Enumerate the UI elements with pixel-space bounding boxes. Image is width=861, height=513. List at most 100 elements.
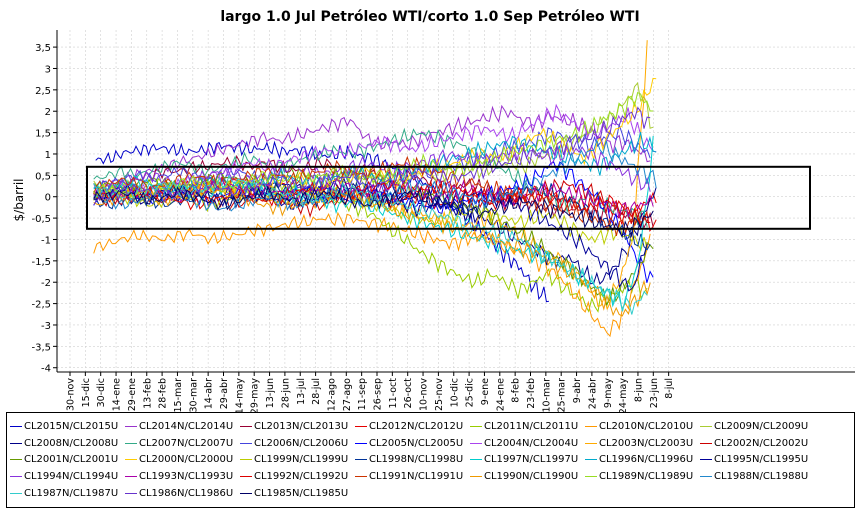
legend-item: CL1995N/CL1995U (700, 452, 815, 469)
legend-swatch (10, 459, 22, 461)
x-tick-label: 12-ago (326, 378, 337, 411)
x-axis-ticks: 30-nov 15-dic 30-dic 14-ene 29-ene 13-feb 28-f… (66, 372, 675, 415)
legend-label: CL2003N/CL2003U (599, 437, 694, 449)
legend-item: CL2009N/CL2009U (700, 418, 815, 435)
legend-item: CL2008N/CL2008U (10, 435, 125, 452)
legend-swatch (125, 493, 137, 495)
x-tick-label: 28-jun (280, 378, 291, 408)
legend-swatch (470, 425, 482, 427)
series-line-CL1991N/CL1991U (93, 155, 648, 237)
legend-swatch (585, 442, 597, 444)
legend-item: CL2005N/CL2005U (355, 435, 470, 452)
series-line-CL1985N/CL1985U (93, 185, 654, 239)
legend-label: CL1989N/CL1989U (599, 471, 694, 483)
legend-label: CL2004N/CL2004U (484, 437, 579, 449)
series-lines (93, 40, 657, 338)
legend-label: CL1990N/CL1990U (484, 471, 579, 483)
legend-label: CL2013N/CL2013U (254, 420, 349, 432)
legend-swatch (125, 442, 137, 444)
chart-title: largo 1.0 Jul Petróleo WTI/corto 1.0 Sep… (220, 9, 639, 25)
legend-label: CL2010N/CL2010U (599, 420, 694, 432)
x-tick-label: 29-may (250, 378, 261, 415)
x-tick-label: 15-dic (81, 378, 92, 407)
legend-label: CL2005N/CL2005U (369, 437, 464, 449)
x-tick-label: 9-ene (480, 378, 491, 405)
x-tick-label: 24-may (618, 378, 629, 415)
legend-swatch (700, 459, 712, 461)
x-tick-label: 8-jun (633, 378, 644, 402)
y-tick-label: 1 (45, 150, 51, 161)
legend-label: CL1993N/CL1993U (139, 471, 234, 483)
y-tick-label: -1 (41, 235, 51, 246)
x-tick-label: 28-feb (158, 378, 169, 409)
legend-label: CL2001N/CL2001U (24, 454, 119, 466)
legend-swatch (125, 476, 137, 478)
legend-label: CL2008N/CL2008U (24, 437, 119, 449)
x-tick-label: 24-abr (587, 378, 598, 409)
x-tick-label: 29-abr (219, 378, 230, 409)
legend-item: CL2015N/CL2015U (10, 418, 125, 435)
y-tick-label: -0,5 (31, 214, 51, 225)
x-tick-label: 8-jul (664, 378, 675, 399)
x-tick-label: 25-dic (465, 378, 476, 407)
x-tick-label: 27-ago (342, 378, 353, 411)
legend-item: CL1985N/CL1985U (240, 485, 355, 502)
legend-label: CL2012N/CL2012U (369, 420, 464, 432)
chart-legend: CL2015N/CL2015U CL2014N/CL2014U CL2013N/CL… (6, 412, 855, 508)
x-tick-label: 30-dic (96, 378, 107, 407)
legend-item: CL1991N/CL1991U (355, 468, 470, 485)
legend-item: CL2004N/CL2004U (470, 435, 585, 452)
legend-label: CL2015N/CL2015U (24, 420, 119, 432)
legend-label: CL1988N/CL1988U (714, 471, 809, 483)
x-tick-label: 28-jul (311, 378, 322, 405)
legend-item: CL2003N/CL2003U (585, 435, 700, 452)
x-tick-label: 10-mar (541, 378, 552, 413)
legend-label: CL2007N/CL2007U (139, 437, 234, 449)
legend-label: CL1995N/CL1995U (714, 454, 809, 466)
y-tick-label: -1,5 (31, 257, 51, 268)
x-tick-label: 9-may (603, 378, 614, 409)
legend-swatch (355, 425, 367, 427)
x-tick-label: 15-mar (173, 378, 184, 413)
legend-swatch (240, 493, 252, 495)
y-tick-label: 2,5 (35, 86, 51, 97)
legend-swatch (585, 459, 597, 461)
legend-item: CL1992N/CL1992U (240, 468, 355, 485)
legend-item: CL1998N/CL1998U (355, 452, 470, 469)
legend-item: CL2001N/CL2001U (10, 452, 125, 469)
y-tick-label: -2 (41, 278, 51, 289)
legend-swatch (240, 442, 252, 444)
y-axis-ticks: 3,5 3 2,5 2 1,5 1 0,5 0 -0,5 -1 -1,5 -2 -2,5 -3 -3,5 -4 (31, 43, 57, 375)
legend-item: CL1996N/CL1996U (585, 452, 700, 469)
series-line-CL1988N/CL1988U (93, 138, 657, 212)
x-tick-label: 14-abr (204, 378, 215, 409)
x-tick-label: 10-dic (449, 378, 460, 407)
legend-item: CL1987N/CL1987U (10, 485, 125, 502)
legend-label: CL1994N/CL1994U (24, 471, 119, 483)
x-tick-label: 30-nov (66, 378, 77, 411)
y-tick-label: -2,5 (31, 300, 51, 311)
legend-swatch (125, 425, 137, 427)
legend-swatch (125, 459, 137, 461)
x-tick-label: 13-feb (142, 378, 153, 409)
legend-label: CL1999N/CL1999U (254, 454, 349, 466)
x-tick-label: 9-abr (572, 378, 583, 403)
legend-item: CL2012N/CL2012U (355, 418, 470, 435)
legend-swatch (10, 442, 22, 444)
y-tick-label: 0,5 (35, 171, 51, 182)
legend-item: CL2010N/CL2010U (585, 418, 700, 435)
legend-item: CL1994N/CL1994U (10, 468, 125, 485)
legend-swatch (355, 442, 367, 444)
y-tick-label: -4 (41, 364, 51, 375)
y-tick-label: -3,5 (31, 342, 51, 353)
series-line-CL1999N/CL1999U (93, 184, 648, 252)
legend-item: CL2002N/CL2002U (700, 435, 815, 452)
legend-label: CL2000N/CL2000U (139, 454, 234, 466)
y-tick-label: 3,5 (35, 43, 51, 54)
legend-item: CL1999N/CL1999U (240, 452, 355, 469)
legend-item: CL1997N/CL1997U (470, 452, 585, 469)
legend-item: CL1993N/CL1993U (125, 468, 240, 485)
legend-label: CL1997N/CL1997U (484, 454, 579, 466)
legend-item: CL1986N/CL1986U (125, 485, 240, 502)
